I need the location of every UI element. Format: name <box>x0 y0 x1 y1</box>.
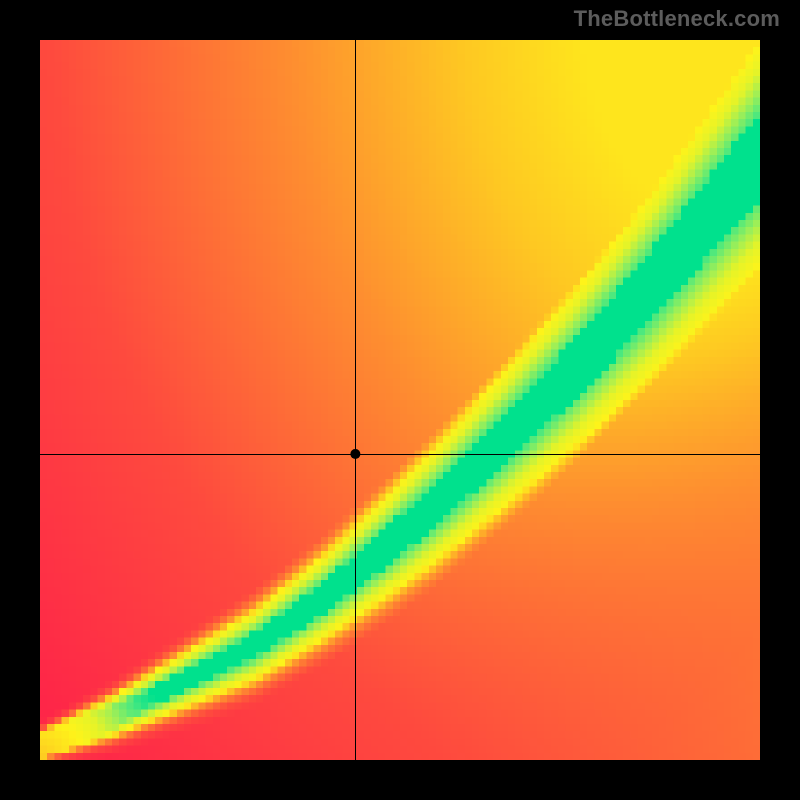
watermark-text: TheBottleneck.com <box>574 6 780 32</box>
crosshair-overlay-canvas <box>0 0 800 800</box>
root-container: TheBottleneck.com <box>0 0 800 800</box>
